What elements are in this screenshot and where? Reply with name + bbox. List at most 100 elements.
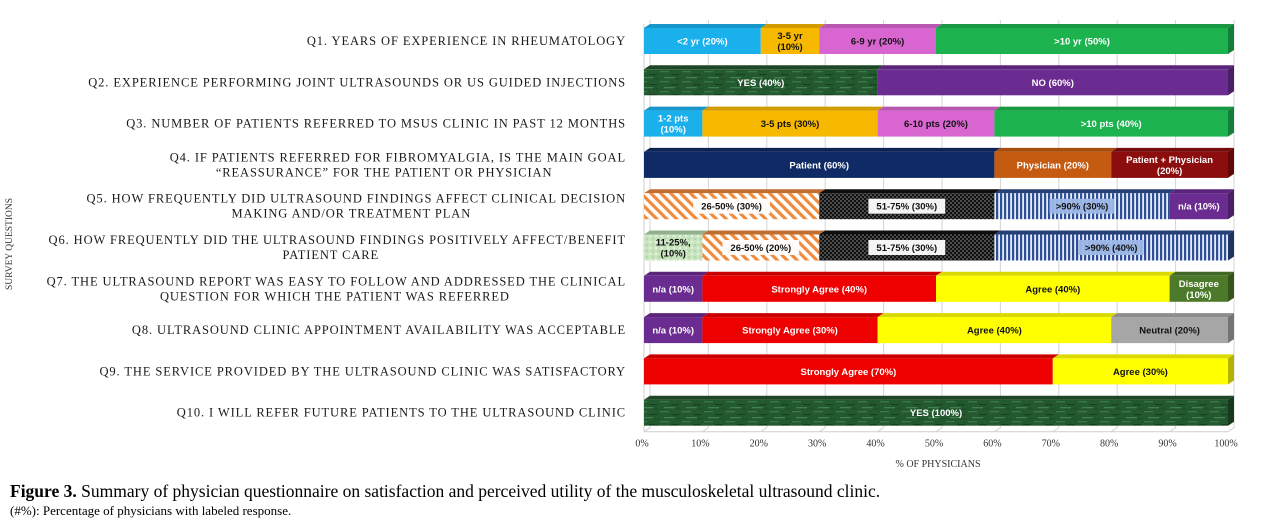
gridline-floor: [1169, 427, 1176, 433]
segment-label: 51-75% (30%): [876, 202, 937, 213]
bar-segment: Agree (40%): [936, 271, 1176, 302]
gridline-floor: [643, 427, 651, 433]
bar-segment: Neutral (20%): [1111, 313, 1234, 344]
bar-side-face: [1228, 147, 1234, 178]
question-label: Q8. ULTRASOUND CLINIC APPOINTMENT AVAILA…: [132, 323, 626, 337]
bar-segment: >10 pts (40%): [994, 106, 1234, 137]
bar-segment: >90% (30%): [994, 189, 1176, 220]
bar-top-face: [819, 230, 1001, 235]
bar-top-face: [644, 65, 884, 70]
bars: <2 yr (20%) 3-5 yr (10%) 6-9 yr (20%) >10 yr…: [644, 24, 1234, 426]
bar-side-face: [1228, 395, 1234, 426]
x-tick-label: 80%: [1100, 439, 1118, 450]
bar-side-face: [1228, 24, 1234, 54]
bar-front-face: [877, 110, 995, 137]
bar-top-face: [819, 189, 1001, 194]
segment-label: Disagree (10%): [1179, 279, 1219, 301]
bar-side-face: [1228, 271, 1234, 302]
bar-top-face: [877, 106, 1001, 111]
bar-top-face: [644, 147, 1001, 152]
bar-top-face: [1052, 354, 1234, 359]
bar-front-face: [644, 234, 703, 261]
bar-segment: >90% (40%): [994, 230, 1234, 261]
bar-segment: Patient + Physician (20%): [1111, 147, 1234, 178]
bar-top-face: [1111, 313, 1234, 318]
segment-label: Agree (40%): [1025, 284, 1080, 295]
bar-segment: 6-10 pts (20%): [877, 106, 1001, 137]
question-label: Q5. HOW FREQUENTLY DID ULTRASOUND FINDIN…: [87, 192, 627, 221]
bar-segment: 51-75% (30%): [819, 230, 1001, 261]
bar-side-face: [1228, 106, 1234, 137]
question-label: Q7. THE ULTRASOUND REPORT WAS EASY TO FO…: [47, 274, 626, 303]
bar-front-face: [644, 69, 878, 96]
bar-segment: >10 yr (50%): [936, 24, 1234, 54]
segment-label: 51-75% (30%): [876, 243, 937, 254]
bar-top-face: [994, 147, 1118, 152]
bar-top-face: [702, 106, 884, 111]
bar-front-face: [644, 28, 761, 54]
question-label: Q4. IF PATIENTS REFERRED FOR FIBROMYALGI…: [170, 150, 626, 179]
bar-segment: n/a (10%): [644, 271, 709, 302]
bar-segment: Disagree (10%): [1169, 271, 1234, 302]
segment-label: YES (100%): [910, 408, 962, 419]
bar-top-face: [819, 24, 942, 28]
bar-top-face: [1169, 271, 1234, 276]
question-label: Q9. THE SERVICE PROVIDED BY THE ULTRASOU…: [99, 364, 626, 378]
bar-side-face: [1228, 189, 1234, 220]
x-tick-label: 90%: [1158, 439, 1176, 450]
bar-top-face: [1169, 189, 1234, 194]
bar-front-face: [877, 317, 1112, 344]
gridline-floor: [760, 427, 768, 433]
bar-front-face: [760, 28, 820, 54]
bar-front-face: [1052, 358, 1228, 385]
bar-top-face: [877, 65, 1234, 70]
bar-side-face: [1228, 313, 1234, 344]
bar-segment: NO (60%): [877, 65, 1234, 96]
x-tick-label: 100%: [1214, 439, 1237, 450]
gridline-floor: [1227, 427, 1235, 433]
segment-label: 26-50% (30%): [701, 202, 762, 213]
bar-segment: Strongly Agree (40%): [702, 271, 942, 302]
segment-label: NO (60%): [1032, 78, 1074, 89]
figure-text: Summary of physician questionnaire on sa…: [76, 481, 881, 501]
bar-top-face: [877, 313, 1118, 318]
bar-segment: n/a (10%): [1169, 189, 1234, 220]
segment-label: 6-9 yr (20%): [851, 37, 904, 48]
segment-label: >10 yr (50%): [1054, 37, 1110, 48]
bar-top-face: [702, 313, 884, 318]
bar-front-face: [702, 275, 936, 302]
bar-front-face: [994, 151, 1112, 178]
gridline-floor: [1110, 427, 1118, 433]
bar-top-face: [760, 24, 826, 28]
bar-segment: YES (40%): [644, 65, 884, 96]
bar-top-face: [994, 106, 1234, 111]
bar-segment: 51-75% (30%): [819, 189, 1001, 220]
bar-top-face: [702, 271, 942, 276]
bar-front-face: [644, 317, 703, 344]
bar-segment: 3-5 pts (30%): [702, 106, 884, 137]
segment-label: YES (40%): [737, 78, 784, 89]
segment-label: Patient + Physician (20%): [1126, 155, 1213, 177]
bar-segment: Strongly Agree (70%): [644, 354, 1059, 385]
gridline-floor: [994, 427, 1001, 433]
label-box: [722, 240, 800, 255]
segment-label: Agree (40%): [967, 326, 1022, 337]
bar-front-face: [644, 358, 1053, 385]
x-tick-labels: 0% 10% 20% 30% 40% 50% 60% 70% 80% 90% 100%: [635, 439, 1237, 450]
label-box: [868, 240, 946, 255]
bar-segment: n/a (10%): [644, 313, 709, 344]
bar-segment: Agree (30%): [1052, 354, 1234, 385]
segment-label: Strongly Agree (40%): [771, 284, 867, 295]
bar-side-face: [1228, 354, 1234, 385]
bar-segment: 1-2 pts (10%): [644, 106, 709, 137]
bar-front-face: [644, 151, 995, 178]
segment-label: >90% (30%): [1056, 202, 1109, 213]
segment-label: 3-5 pts (30%): [761, 119, 820, 130]
gridline-floor: [935, 427, 943, 433]
gridline-floor: [877, 427, 884, 433]
bar-front-face: [644, 110, 703, 137]
bar-front-face: [644, 399, 1228, 426]
bar-front-face: [819, 28, 936, 54]
bar-segment: Strongly Agree (30%): [702, 313, 884, 344]
bar-front-face: [994, 110, 1228, 137]
